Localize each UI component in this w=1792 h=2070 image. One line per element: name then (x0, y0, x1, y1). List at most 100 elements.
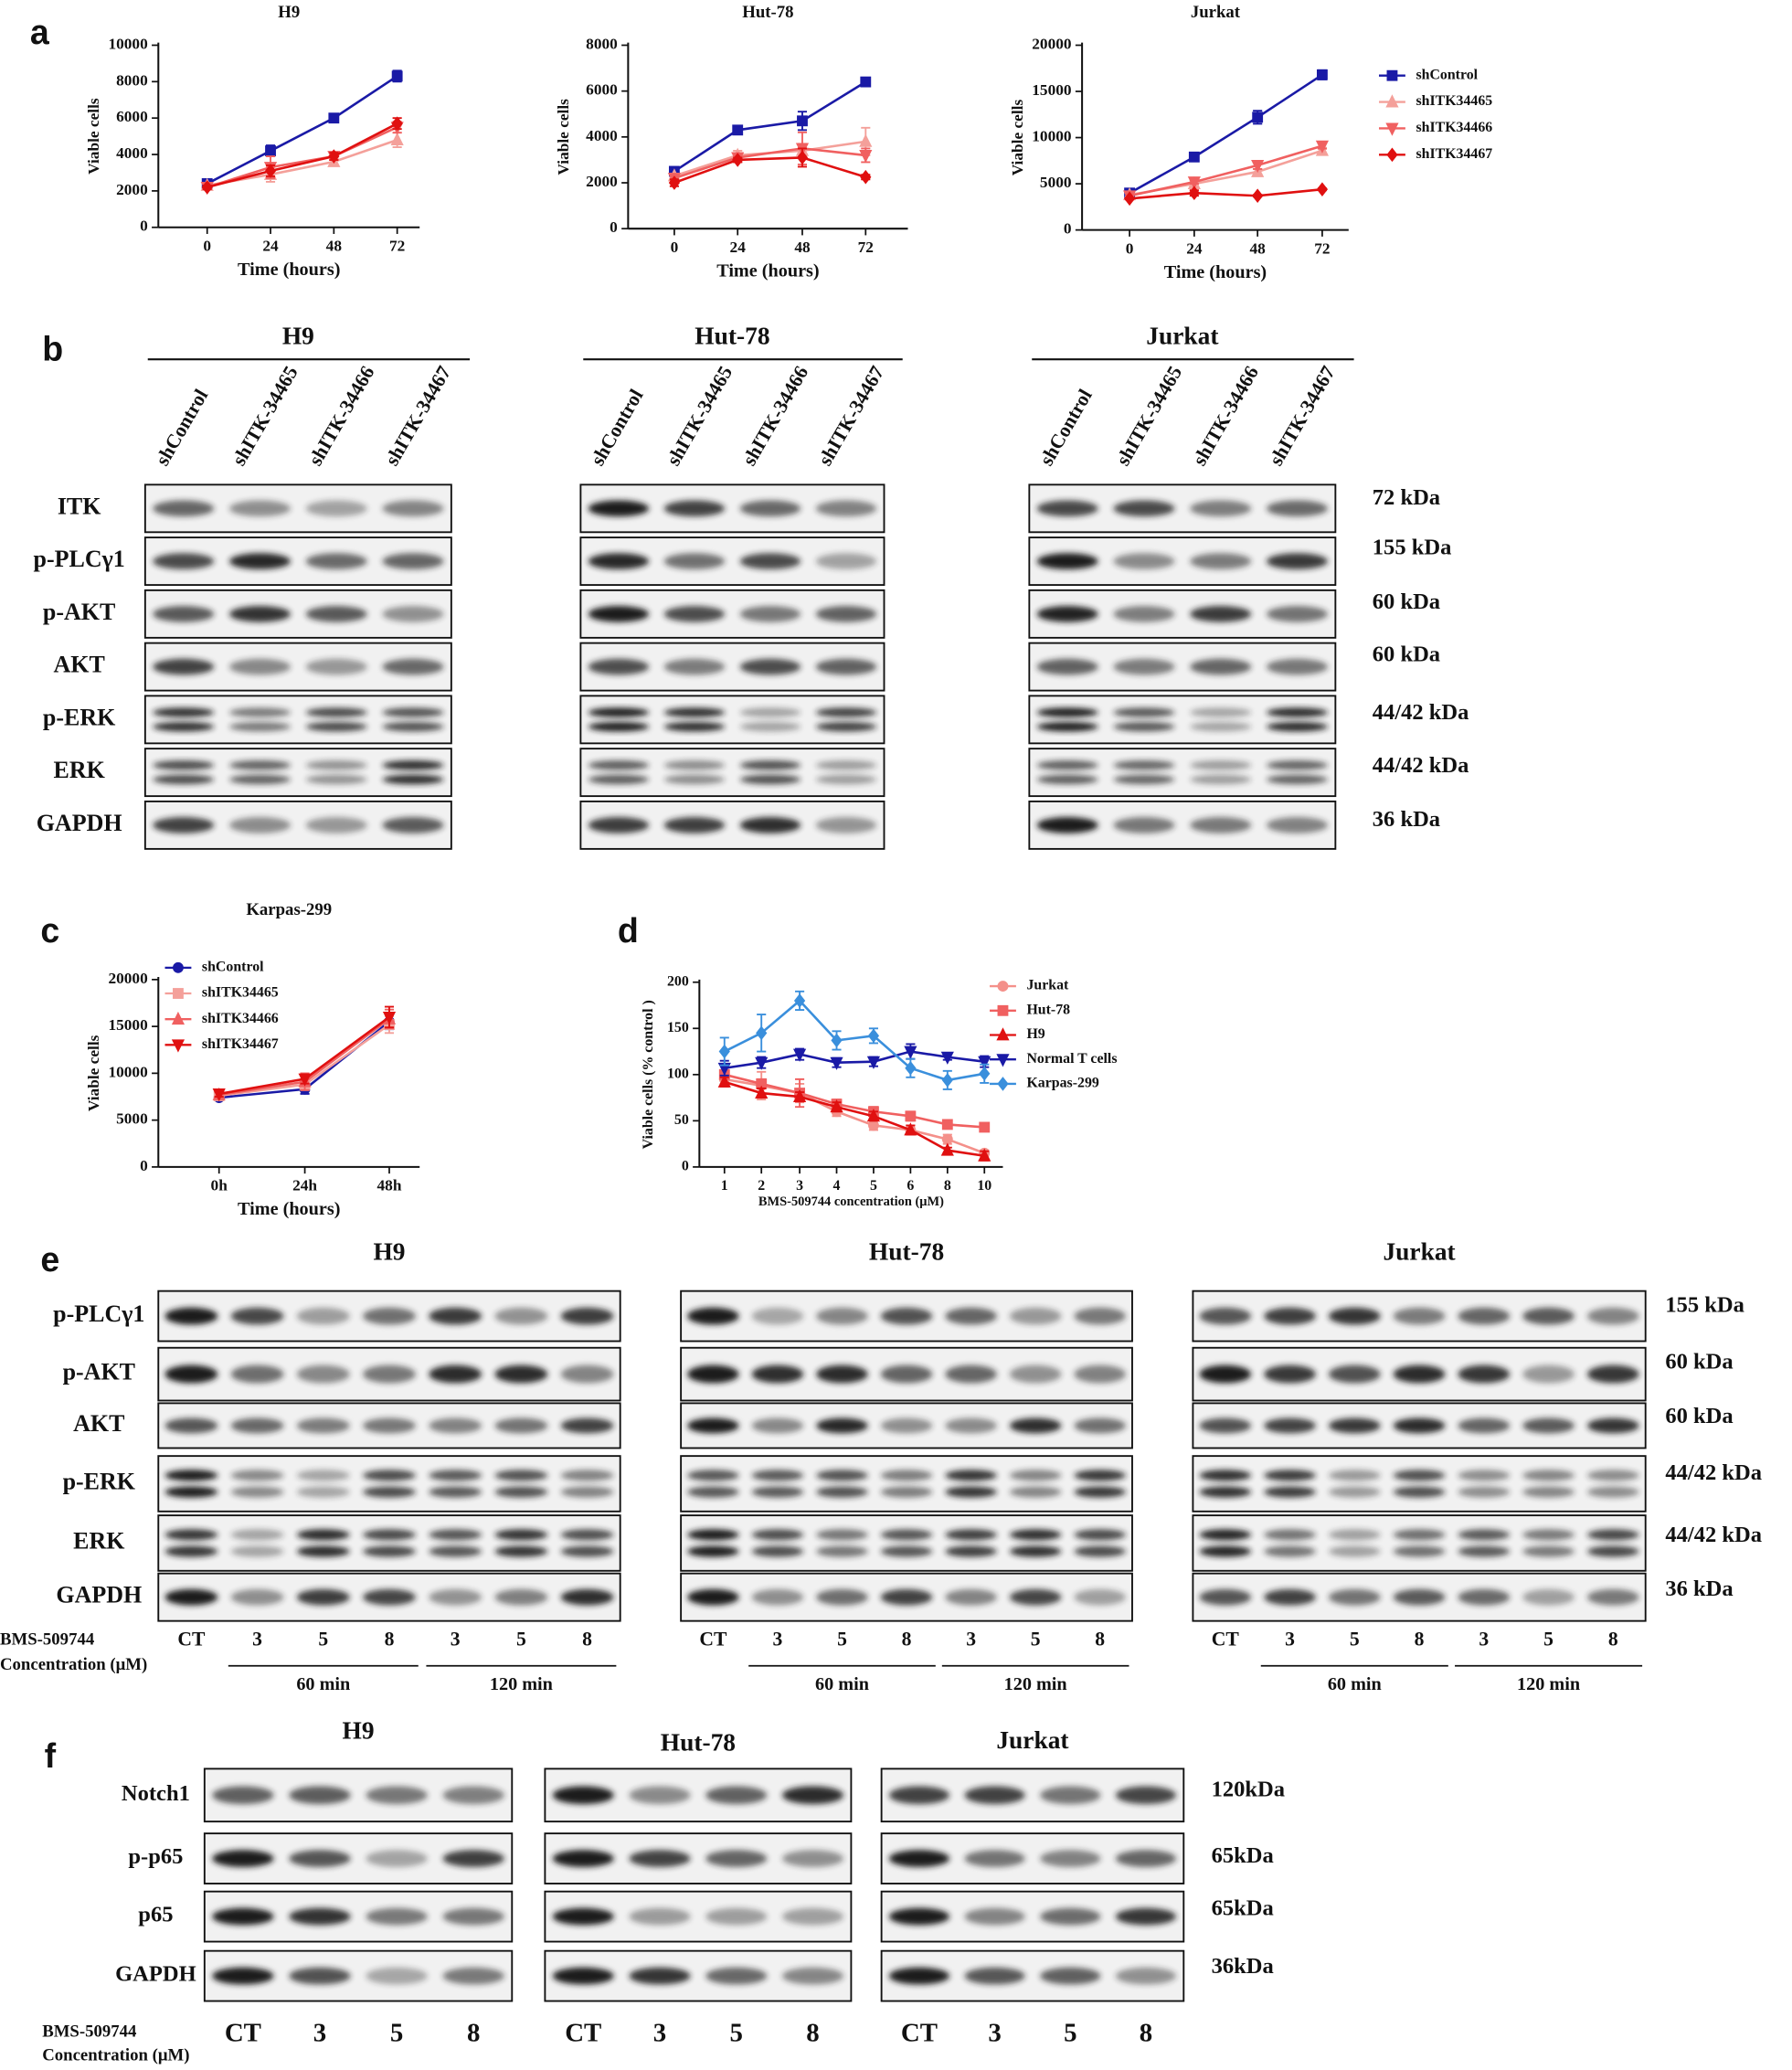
legend-label: shControl (202, 959, 264, 974)
blot-band (945, 1417, 997, 1434)
blot-band (1074, 1588, 1126, 1606)
y-tick-label: 6000 (116, 108, 148, 125)
legend-marker (1385, 122, 1399, 136)
series-line (724, 1050, 985, 1070)
blot-band (1009, 1588, 1062, 1606)
data-point (905, 1060, 917, 1076)
legend-marker (1385, 94, 1399, 108)
blot-band (1266, 774, 1328, 785)
y-axis-label: Viable cells (85, 1035, 102, 1111)
blot-band (164, 1417, 218, 1434)
blot-band (1264, 1470, 1316, 1481)
blot-band (296, 1486, 350, 1498)
blot-band (739, 658, 801, 675)
blot-band (1113, 606, 1175, 622)
x-axis-label: Time (hours) (238, 1199, 340, 1219)
lane-label: 8 (582, 1628, 592, 1650)
x-tick-label: 0 (671, 239, 679, 256)
blot-band (552, 1786, 614, 1805)
blot-band (815, 817, 877, 833)
blot-band (1113, 721, 1175, 732)
blot-band (429, 1588, 482, 1606)
x-tick-label: 48 (794, 239, 811, 256)
blot-band (705, 1907, 768, 1926)
blot-band (964, 1907, 1025, 1926)
data-point (979, 1066, 991, 1081)
blot-band (1393, 1529, 1446, 1541)
size-label: 36 kDa (1665, 1576, 1733, 1601)
blot-band (1115, 1907, 1177, 1926)
blot-strip (579, 748, 885, 798)
blot-band (1264, 1417, 1316, 1434)
blot-band (296, 1588, 350, 1606)
blot-band (494, 1545, 548, 1557)
lane-label: 5 (837, 1628, 847, 1650)
blot-band (751, 1364, 804, 1384)
data-point (1316, 182, 1329, 196)
row-label: p-ERK (63, 1468, 136, 1494)
blot-strip (680, 1514, 1133, 1572)
data-point (1252, 188, 1264, 204)
size-label: 44/42 kDa (1665, 1460, 1762, 1485)
lane-label: CT (699, 1628, 727, 1650)
blot-band (382, 658, 444, 675)
blot-band (705, 1967, 768, 1985)
data-point (979, 1121, 991, 1133)
blot-band (429, 1470, 482, 1481)
blot-band (880, 1470, 933, 1481)
row-label: p-AKT (43, 599, 115, 625)
blot-band (363, 1588, 416, 1606)
legend-marker (173, 961, 184, 973)
blot-band (429, 1486, 482, 1498)
blot-band (815, 721, 877, 732)
blot-title: H9 (282, 322, 314, 349)
blot-strip (143, 748, 452, 798)
blot-band (880, 1529, 933, 1541)
blot-band (164, 1470, 218, 1481)
y-tick-label: 0 (140, 1157, 148, 1174)
blot-band (442, 1967, 504, 1985)
size-label: 72 kDa (1373, 485, 1440, 510)
blot-band (1190, 721, 1252, 732)
blot-band (560, 1588, 614, 1606)
lane-label: 8 (1608, 1628, 1618, 1650)
x-tick-label: 72 (389, 237, 405, 254)
y-tick-label: 20000 (108, 970, 147, 987)
time-label: 60 min (1328, 1674, 1382, 1694)
blot-band (1266, 760, 1328, 770)
blot-band (663, 760, 726, 770)
size-label: 155 kDa (1373, 536, 1452, 560)
data-point (859, 133, 873, 147)
y-tick-label: 0 (610, 218, 618, 236)
blot-band (1458, 1529, 1511, 1541)
treatment-label: Concentration (μM) (42, 2045, 189, 2065)
blot-band (289, 1850, 351, 1867)
data-point (1123, 191, 1136, 207)
blot-band (1328, 1470, 1381, 1481)
blot-band (815, 500, 877, 517)
blot-band (945, 1545, 997, 1557)
data-point (868, 1120, 879, 1131)
data-point (866, 1056, 881, 1069)
blot-band (751, 1545, 804, 1557)
blot-band (739, 606, 801, 622)
blot-band (1587, 1486, 1639, 1498)
blot-band (296, 1529, 350, 1541)
blot-band (1190, 606, 1252, 622)
series-line (724, 999, 985, 1082)
blot-band (560, 1417, 614, 1434)
blot-band (629, 1786, 691, 1805)
lane-label: shITK-34466 (304, 362, 379, 469)
y-tick-label: 5000 (116, 1110, 148, 1128)
blot-band (687, 1364, 739, 1384)
blot-band (305, 774, 367, 785)
data-point (866, 1109, 881, 1122)
blot-band (153, 658, 215, 675)
blot-band (1393, 1588, 1446, 1606)
blot-band (382, 707, 444, 717)
blot-band (888, 1850, 950, 1867)
blot-band (945, 1364, 997, 1384)
size-label: 60 kDa (1665, 1350, 1733, 1375)
x-tick-label: 72 (858, 239, 874, 256)
x-tick-label: 0h (211, 1177, 228, 1194)
